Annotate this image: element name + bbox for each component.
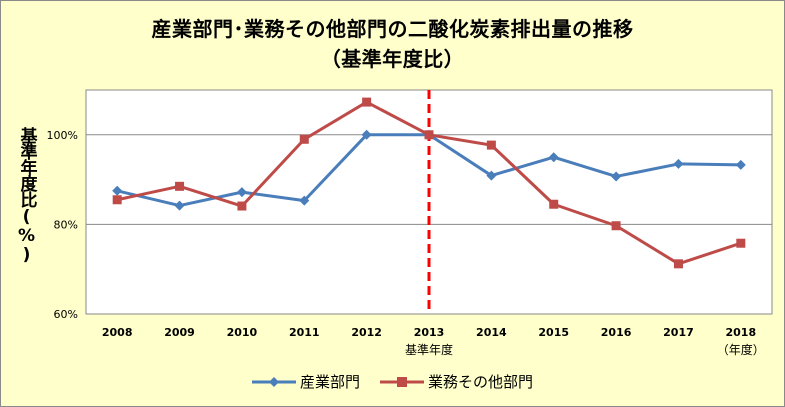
y-axis-label: 基準年度比(%) <box>16 126 37 264</box>
series-0-point <box>486 170 497 181</box>
series-1-point <box>486 140 496 150</box>
chart-title: 産業部門･業務その他部門の二酸化炭素排出量の推移 <box>151 17 634 41</box>
x-tick-label: 2014 <box>476 326 507 339</box>
series-1-point <box>299 134 309 144</box>
series-1-point <box>112 195 122 205</box>
y-tick-label: 80% <box>54 218 78 231</box>
series-0-point <box>236 187 247 198</box>
series-0-point <box>299 195 310 206</box>
x-tick-label: 2015 <box>538 326 569 339</box>
legend-label-1: 業務その他部門 <box>428 373 534 391</box>
x-tick-label: 2016 <box>601 326 632 339</box>
x-tick-label: 2017 <box>663 326 694 339</box>
x-tick-label: 2018 <box>726 326 757 339</box>
x-axis-label: 基準年度 <box>405 342 453 357</box>
x-tick-label: 2012 <box>351 326 382 339</box>
series-1-point <box>549 199 559 209</box>
y-tick-label: 60% <box>54 308 78 321</box>
x-tick-label: 2008 <box>102 326 133 339</box>
legend-item-0: 産業部門 <box>251 371 360 392</box>
legend: 産業部門 業務その他部門 <box>0 371 785 392</box>
legend-label-0: 産業部門 <box>299 373 360 391</box>
series-1-point <box>362 97 372 107</box>
x-tick-label: 2010 <box>227 326 258 339</box>
series-1-point <box>611 221 621 231</box>
series-0-point <box>361 129 372 140</box>
series-1-point <box>237 201 247 211</box>
x-tick-label: 2013 <box>414 326 445 339</box>
series-1-point <box>424 130 434 140</box>
chart-subtitle: （基準年度比） <box>320 47 465 71</box>
series-0-point <box>611 171 622 182</box>
x-axis-unit: （年度） <box>717 342 765 357</box>
x-tick-label: 2011 <box>289 326 320 339</box>
series-1-point <box>175 181 185 191</box>
legend-swatch-0 <box>251 376 296 387</box>
series-1-point <box>673 259 683 269</box>
series-0-point <box>548 152 559 163</box>
series-0-point <box>112 185 123 196</box>
series-0-point <box>174 200 185 211</box>
y-tick-label: 100% <box>47 129 78 142</box>
series-1-point <box>736 238 746 248</box>
x-tick-label: 2009 <box>164 326 195 339</box>
legend-swatch-1 <box>380 376 424 387</box>
legend-item-1: 業務その他部門 <box>380 371 533 392</box>
series-0-point <box>673 158 684 169</box>
series-0-point <box>735 159 746 170</box>
